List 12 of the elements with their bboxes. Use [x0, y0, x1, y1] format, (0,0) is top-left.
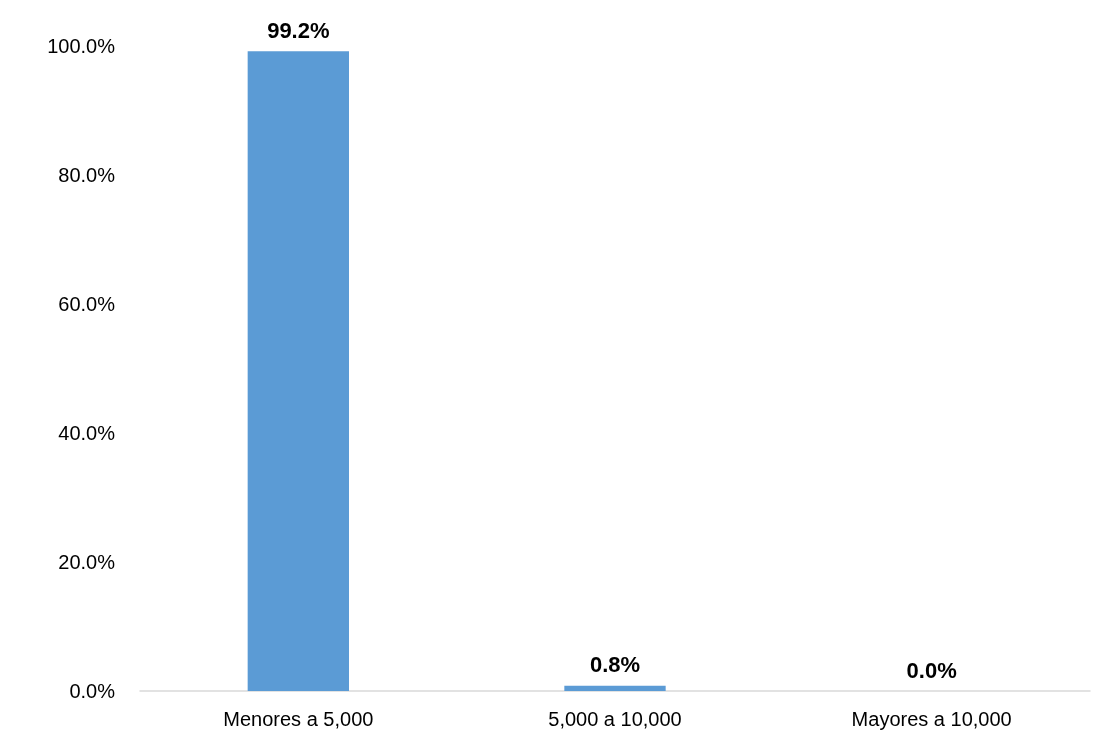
y-tick-label: 100.0%: [47, 35, 116, 57]
data-label: 0.8%: [589, 652, 641, 678]
data-label: 0.0%: [906, 657, 957, 683]
y-tick-label: 20.0%: [58, 551, 116, 573]
y-tick-label: 60.0%: [58, 293, 116, 315]
y-tick-label: 0.0%: [69, 680, 116, 702]
y-tick-label: 40.0%: [58, 422, 116, 444]
x-tick-label: Menores a 5,000: [223, 708, 374, 730]
data-label: 99.2%: [267, 17, 330, 43]
x-tick-label: Mayores a 10,000: [851, 708, 1012, 730]
x-tick-label: 5,000 a 10,000: [548, 708, 682, 730]
y-tick-label: 80.0%: [58, 164, 116, 186]
